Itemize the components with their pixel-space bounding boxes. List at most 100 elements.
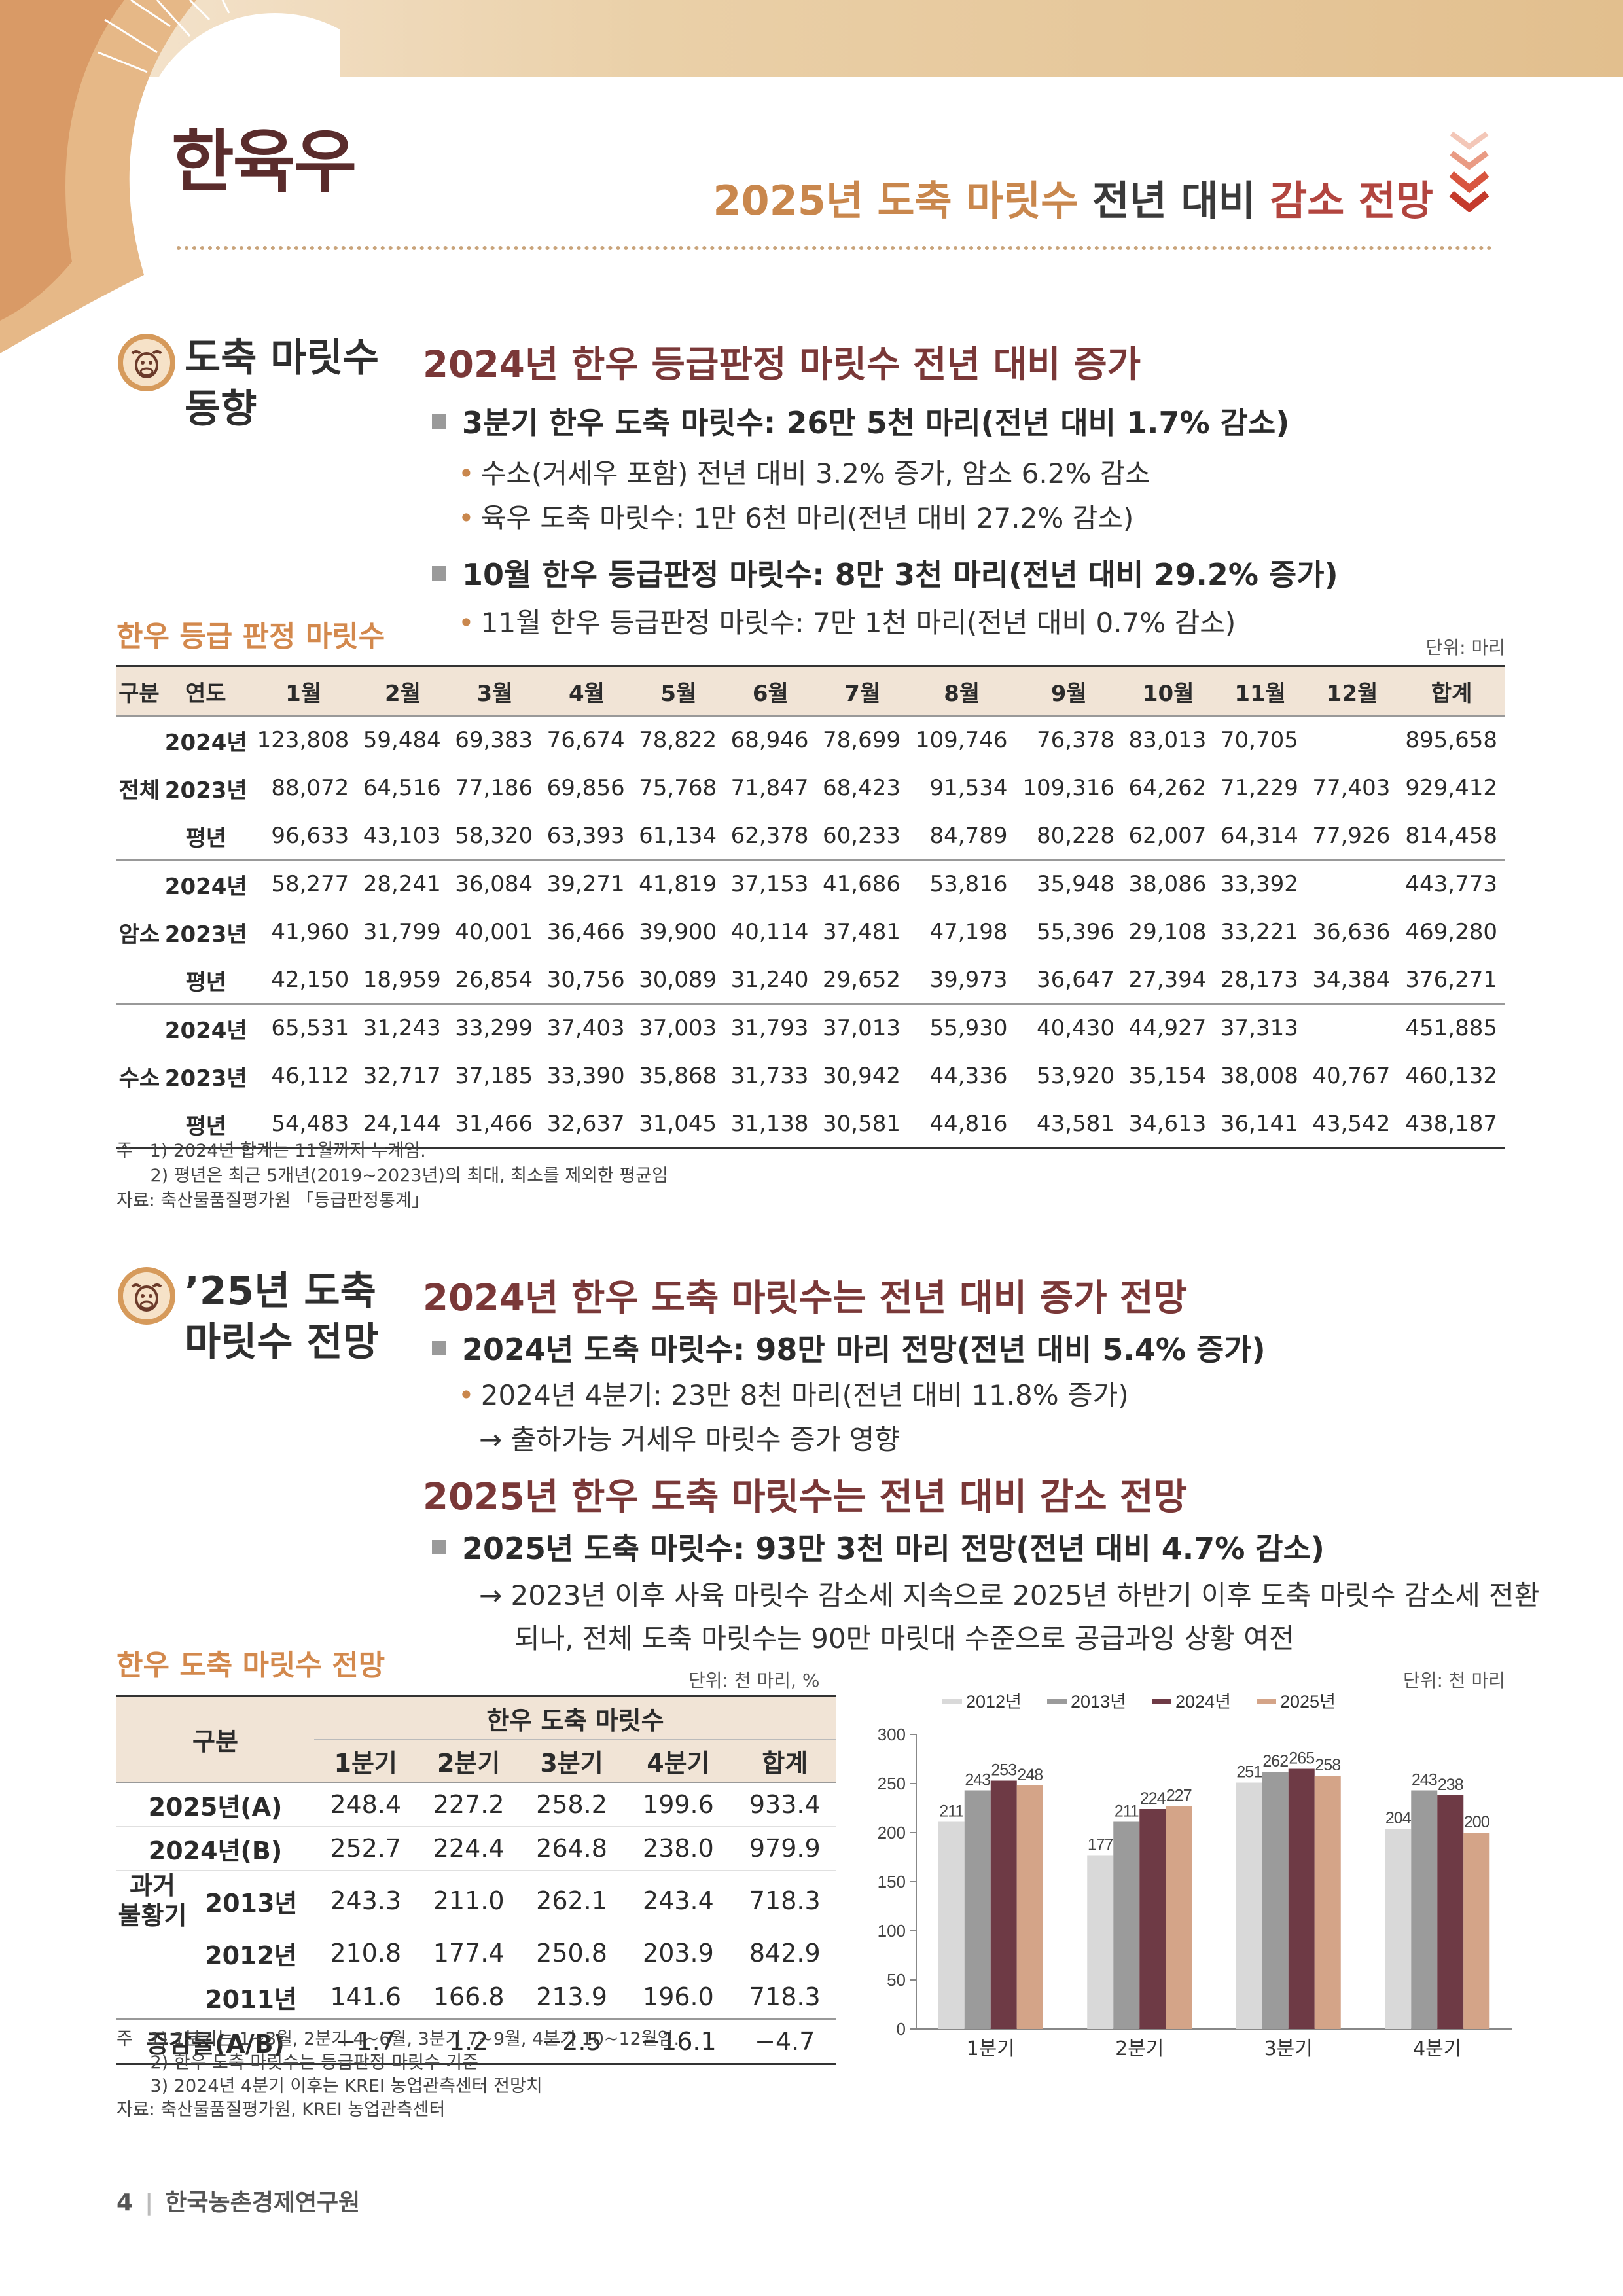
table2-row-label: 2012년 (116, 1931, 314, 1975)
bar (1411, 1790, 1438, 2029)
table1-cell: 80,228 (1015, 812, 1122, 861)
legend-label: 2012년 (966, 1692, 1022, 1712)
table2-cell: 933.4 (733, 1782, 836, 1827)
bar-value-label: 200 (1464, 1813, 1489, 1831)
table1-year-label: 2023년 (161, 764, 250, 812)
table1-cell: 41,686 (816, 860, 908, 908)
table2-row-label: 2024년(B) (116, 1826, 314, 1871)
table1-cell: 58,320 (448, 812, 541, 861)
cow-icon (118, 334, 175, 391)
table1-cell: 69,383 (448, 716, 541, 764)
headline-part3: 감소 전망 (1270, 177, 1433, 224)
section1-title: 도축 마릿수 동향 (185, 332, 379, 435)
slaughter-bar-chart: 2012년 2013년 2024년 2025년 0 50 100 150 200 250 300 21… (878, 1692, 1512, 2060)
table1-cell: 32,637 (541, 1100, 633, 1149)
table1-cell: 96,633 (249, 812, 357, 861)
section1-bullet1-text: 3분기 한우 도축 마릿수: 26만 5천 마리(전년 대비 1.7% 감소) (462, 405, 1290, 440)
brand-title: 한육우 (171, 122, 357, 202)
table2-notes: 주 1) 1분기는 1~3월, 2분기 4~6월, 3분기 7~9월, 4분기 … (116, 2028, 679, 2122)
table2-cell: 250.8 (520, 1931, 624, 1975)
section2-title-line2: 마릿수 전망 (185, 1319, 379, 1365)
table2-header-span: 한우 도축 마릿수 (314, 1695, 836, 1740)
table1-cell: 34,613 (1122, 1100, 1215, 1149)
table1-cell: 814,458 (1398, 812, 1505, 861)
table2-row-label: 2011년 (116, 1975, 314, 2020)
table1-cell: 64,314 (1214, 812, 1306, 861)
table1-cell: 35,868 (632, 1052, 725, 1100)
bar (1314, 1776, 1341, 2029)
table2-past-label-2: 불황기 (118, 1901, 187, 1930)
table1-header-cell: 12월 (1306, 665, 1399, 717)
table2-cell: 979.9 (733, 1826, 836, 1871)
bar-value-label: 238 (1438, 1776, 1463, 1794)
grading-count-table: 구분 연도 1월 2월 3월 4월 5월 6월 7월 8월 9월 10월 11월… (116, 665, 1505, 1149)
table2-cell: 243.3 (314, 1870, 418, 1931)
table1-header-cell: 3월 (448, 665, 541, 717)
table1-cell: 91,534 (908, 764, 1016, 812)
y-tick-label: 100 (878, 1921, 906, 1941)
table1-year-label: 평년 (161, 956, 250, 1005)
table1-cell: 61,134 (632, 812, 725, 861)
table1-cell: 34,384 (1306, 956, 1399, 1005)
section1-sub1-text: 수소(거세우 포함) 전년 대비 3.2% 증가, 암소 6.2% 감소 (480, 457, 1150, 490)
table1-cell (1306, 860, 1399, 908)
legend-label: 2013년 (1071, 1692, 1126, 1712)
table1-cell: 44,927 (1122, 1004, 1215, 1052)
table2-cell: 210.8 (314, 1931, 418, 1975)
table2-header-cell: 1분기 (314, 1739, 418, 1782)
table1-cell: 55,930 (908, 1004, 1016, 1052)
table1-title: 한우 등급 판정 마릿수 (116, 620, 385, 653)
table1-header-cell: 9월 (1015, 665, 1122, 717)
table2-past-label-1: 과거 (130, 1871, 175, 1900)
page-number: 4 (116, 2189, 134, 2216)
table1-cell: 31,799 (357, 908, 449, 956)
table1-cell: 376,271 (1398, 956, 1505, 1005)
table1-cell: 30,581 (816, 1100, 908, 1149)
table2-row-label: 2013년 (205, 1888, 298, 1918)
table1-note: 2) 평년은 최근 5개년(2019~2023년)의 최대, 최소를 제외한 평… (116, 1166, 668, 1186)
y-tick-label: 0 (897, 2019, 906, 2039)
section1-title-line1: 도축 마릿수 (185, 335, 379, 381)
table1-group-label: 수소 (116, 1004, 162, 1149)
table1-cell: 53,816 (908, 860, 1016, 908)
header-decoration (0, 0, 340, 353)
table1-header-cell: 10월 (1122, 665, 1215, 717)
table2-cell: 1.2 (417, 2018, 520, 2065)
table1-cell: 31,138 (724, 1100, 817, 1149)
table1-header-cell: 1월 (249, 665, 357, 717)
table-row: 평년 96,633 43,103 58,320 63,393 61,134 62,378 60… (116, 812, 1505, 861)
table1-cell: 38,008 (1214, 1052, 1306, 1100)
section1-sub2-text: 육우 도축 마릿수: 1만 6천 마리(전년 대비 27.2% 감소) (480, 502, 1134, 534)
table1-header-cell: 8월 (908, 665, 1016, 717)
table2-header-group: 구분 (116, 1695, 314, 1782)
table1-cell: 39,973 (908, 956, 1016, 1005)
table-row: 증감률(A/B) −1.7 1.2 −2.5 −16.1 −4.7 (116, 2018, 836, 2065)
table1-cell: 69,856 (541, 764, 633, 812)
table-row: 수소 2024년 65,531 31,243 33,299 37,403 37,003 31,… (116, 1004, 1505, 1149)
table1-cell: 36,466 (541, 908, 633, 956)
table1-cell: 41,960 (249, 908, 357, 956)
section1-sub3: • 11월 한우 등급판정 마릿수: 7만 1천 마리(전년 대비 0.7% 감소… (458, 607, 1236, 639)
square-bullet-icon (432, 1340, 446, 1355)
bar (1113, 1821, 1140, 2029)
table1-header-cell: 7월 (816, 665, 908, 717)
section1-bullet2-text: 10월 한우 등급판정 마릿수: 8만 3천 마리(전년 대비 29.2% 증가… (462, 557, 1338, 592)
table2-cell: 252.7 (314, 1826, 418, 1871)
y-tick-label: 300 (878, 1725, 906, 1744)
table2-cell: 213.9 (520, 1975, 624, 2020)
page-footer: 4 | 한국농촌경제연구원 (116, 2189, 361, 2216)
table1-header-cell: 합계 (1398, 665, 1505, 717)
table1-cell: 36,141 (1214, 1100, 1306, 1149)
bar (1437, 1795, 1464, 2029)
section1-sub1: • 수소(거세우 포함) 전년 대비 3.2% 증가, 암소 6.2% 감소 (458, 457, 1150, 490)
table1-cell: 41,819 (632, 860, 725, 908)
table1-cell: 37,185 (448, 1052, 541, 1100)
table1-cell: 30,089 (632, 956, 725, 1005)
bar (938, 1821, 965, 2029)
table1-cell: 78,822 (632, 716, 725, 764)
table1-cell: 71,847 (724, 764, 817, 812)
table1-cell: 460,132 (1398, 1052, 1505, 1100)
table1-cell: 55,396 (1015, 908, 1122, 956)
table1-header-cell: 5월 (632, 665, 725, 717)
table1-cell: 70,705 (1214, 716, 1306, 764)
